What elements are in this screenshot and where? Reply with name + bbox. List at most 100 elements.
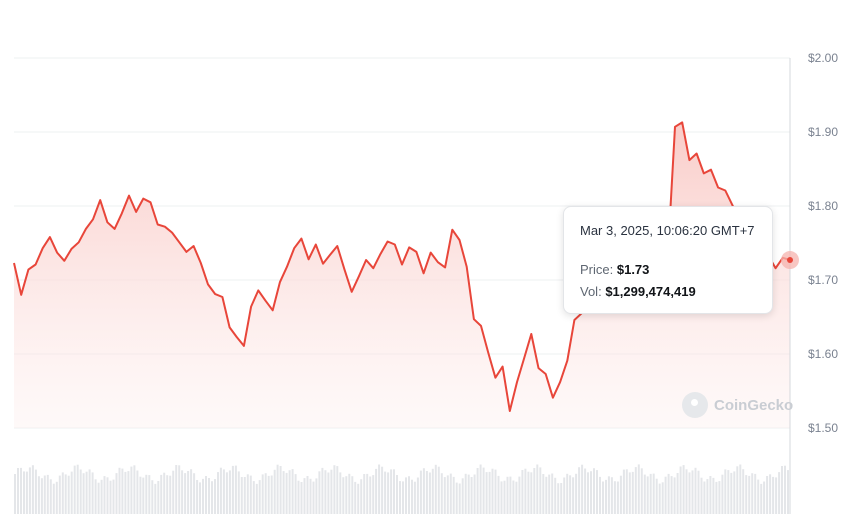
volume-bar [470, 477, 473, 514]
volume-bar [330, 469, 333, 514]
volume-bar [437, 466, 440, 514]
volume-bar [739, 464, 742, 514]
volume-bar [688, 472, 691, 514]
volume-bar [476, 468, 479, 514]
volume-bar [434, 464, 437, 514]
volume-bar [375, 468, 378, 514]
volume-bar [575, 473, 578, 514]
volume-bar [610, 477, 613, 514]
volume-bar [721, 474, 724, 514]
volume-bar [58, 475, 61, 514]
volume-bar [548, 474, 551, 514]
volume-bar [745, 475, 748, 514]
coingecko-logo-icon [682, 392, 708, 418]
volume-bar [258, 480, 261, 514]
volume-bar [217, 472, 219, 514]
y-tick-label: $1.70 [808, 273, 838, 287]
volume-bar [613, 481, 616, 514]
volume-bar [533, 468, 536, 514]
volume-bar [294, 474, 297, 514]
volume-bar [148, 475, 151, 514]
tooltip-volume-row: Vol: $1,299,474,419 [580, 284, 756, 299]
volume-bar [521, 470, 524, 514]
volume-bar [625, 469, 628, 514]
volume-bar [303, 478, 306, 514]
volume-bar [769, 474, 772, 514]
volume-bar [593, 468, 595, 514]
volume-bar [130, 466, 133, 514]
volume-bar [542, 474, 545, 514]
volume-bar [787, 470, 789, 514]
volume-bar [566, 473, 569, 514]
volume-bar [196, 480, 199, 514]
volume-bar [676, 473, 679, 514]
volume-bar [321, 467, 324, 514]
volume-bar [172, 470, 175, 514]
volume-bar [211, 481, 213, 514]
volume-bar [500, 481, 503, 514]
volume-bar [115, 473, 118, 514]
volume-bar [360, 479, 363, 514]
volume-bar [91, 472, 94, 514]
volume-bar [703, 481, 706, 514]
volume-bar [700, 477, 703, 514]
volume-bar [228, 470, 231, 514]
volume-bar [363, 474, 366, 514]
volume-bar [682, 465, 685, 514]
volume-bar [208, 478, 210, 514]
price-tooltip: Mar 3, 2025, 10:06:20 GMT+7 Price: $1.73… [563, 206, 773, 314]
volume-bar [151, 480, 154, 514]
tooltip-date: Mar 3, 2025, 10:06:20 GMT+7 [580, 223, 755, 238]
volume-bar [763, 481, 766, 514]
volume-bar [378, 464, 381, 514]
volume-bar [464, 473, 467, 514]
volume-bar [79, 469, 82, 514]
volume-bar [43, 475, 46, 514]
volume-bar [760, 483, 763, 514]
tooltip-price-label: Price: [580, 262, 614, 277]
volume-bar [37, 476, 40, 514]
y-axis: $2.00 $1.90 $1.80 $1.70 $1.60 $1.50 [789, 51, 838, 514]
volume-bar [584, 468, 587, 514]
volume-bar [485, 472, 488, 514]
volume-bar [190, 469, 193, 514]
volume-bar [742, 469, 745, 514]
volume-bar [616, 481, 619, 514]
volume-bar [778, 472, 781, 514]
volume-bar [390, 469, 393, 514]
volume-bar [160, 474, 163, 514]
volume-bar [467, 474, 470, 514]
volume-bar [109, 480, 112, 514]
volume-bar [581, 464, 584, 514]
volume-bar [187, 471, 190, 514]
volume-bar [602, 481, 604, 514]
volume-bar [757, 479, 760, 514]
volume-bar [640, 468, 643, 514]
volume-bar [658, 483, 661, 514]
volume-bar [231, 465, 234, 514]
volume-bar [339, 472, 342, 514]
volume-bar [446, 475, 449, 514]
volume-bar [261, 474, 264, 514]
volume-bar [55, 481, 58, 514]
volume-bar [479, 464, 482, 514]
volume-bar [387, 472, 390, 514]
volume-bar [25, 471, 28, 514]
volume-bar [718, 481, 721, 514]
volume-bar [333, 465, 336, 514]
volume-bar [545, 476, 548, 514]
volume-bar [402, 481, 404, 514]
volume-bar [315, 478, 318, 514]
volume-bar [285, 472, 288, 514]
volume-bar [587, 472, 589, 514]
volume-bar [539, 467, 542, 514]
volume-bar [428, 472, 431, 514]
volume-bar [28, 467, 31, 514]
volume-bar [551, 473, 554, 514]
tooltip-price-row: Price: $1.73 [580, 262, 756, 277]
volume-bar [354, 481, 357, 514]
volume-bar [425, 471, 428, 514]
volume-bar [214, 479, 216, 514]
